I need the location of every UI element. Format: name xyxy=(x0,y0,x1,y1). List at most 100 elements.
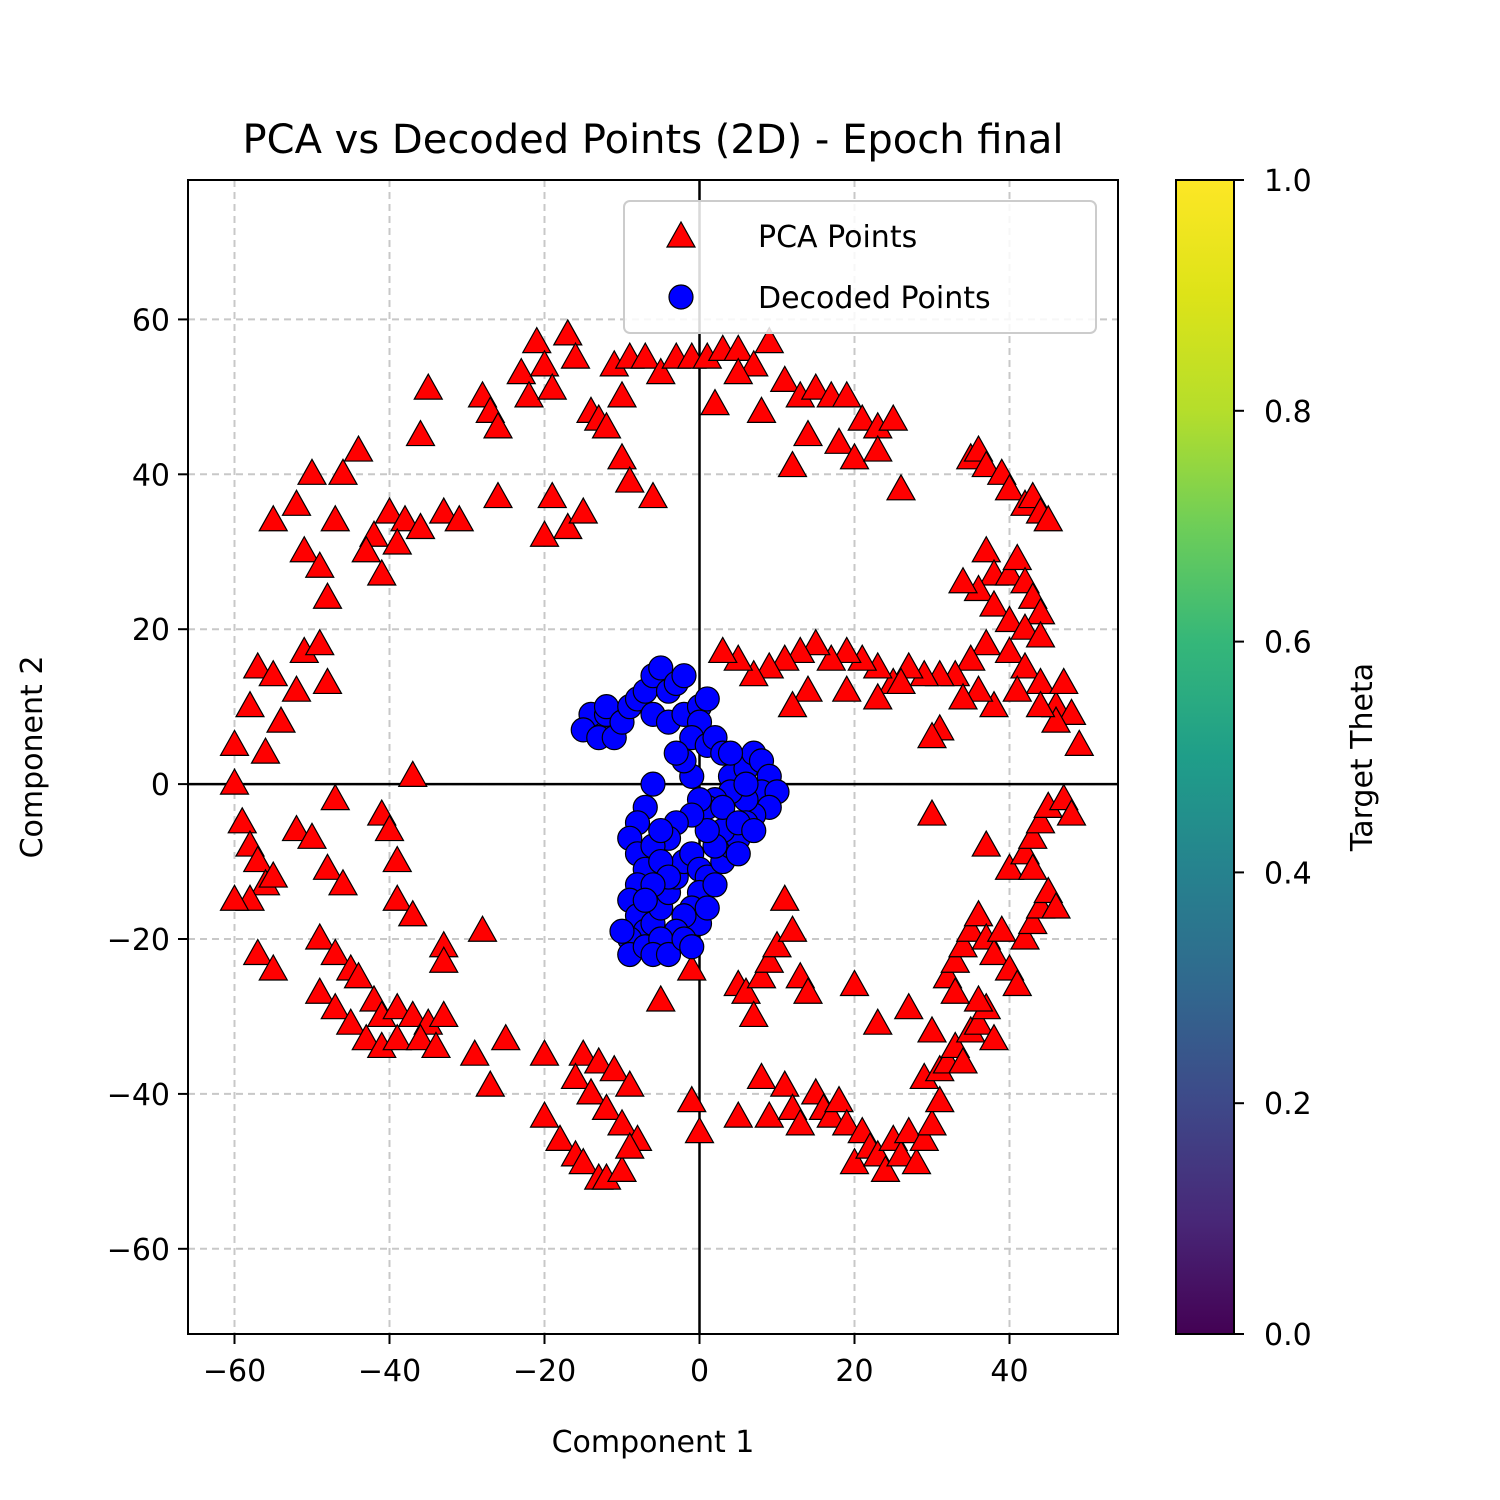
pca-point xyxy=(1002,674,1033,702)
pca-point xyxy=(978,938,1010,966)
pca-point xyxy=(792,976,824,1004)
colorbar-tick-label: 0.6 xyxy=(1264,626,1312,661)
pca-point xyxy=(374,496,405,524)
pca-point xyxy=(552,512,583,540)
colorbar-tick-label: 0.2 xyxy=(1264,1087,1312,1122)
decoded-point xyxy=(694,817,720,844)
pca-point xyxy=(940,976,971,1004)
pca-point xyxy=(529,1100,560,1128)
pca-point xyxy=(529,1038,560,1066)
pca-point xyxy=(1056,698,1087,726)
decoded-point xyxy=(741,817,767,844)
pca-point xyxy=(862,1007,893,1035)
y-tick-label: 40 xyxy=(132,458,170,493)
legend-decoded-marker xyxy=(668,284,694,310)
pca-point xyxy=(839,1147,870,1175)
pca-point xyxy=(1025,806,1056,834)
y-tick-label: 60 xyxy=(132,303,170,338)
pca-point xyxy=(351,535,382,563)
decoded-point xyxy=(640,771,666,797)
decoded-point xyxy=(671,663,697,689)
pca-point xyxy=(978,1023,1010,1051)
legend-pca-marker xyxy=(665,220,697,248)
y-axis-label: Component 2 xyxy=(15,656,50,859)
decoded-point xyxy=(725,841,751,867)
pca-point xyxy=(1017,907,1048,935)
pca-point xyxy=(823,427,855,454)
pca-point xyxy=(327,458,359,485)
pca-point xyxy=(242,651,273,679)
pca-point xyxy=(637,481,669,509)
pca-point xyxy=(723,357,754,385)
pca-point xyxy=(994,558,1025,586)
pca-point xyxy=(699,388,731,416)
colorbar-tick-label: 0.4 xyxy=(1264,856,1312,891)
colorbar-label: Target Theta xyxy=(1345,663,1380,852)
pca-point xyxy=(940,946,971,973)
pca-point xyxy=(397,1000,428,1028)
pca-point xyxy=(614,1131,645,1159)
pca-point xyxy=(552,318,583,346)
pca-point xyxy=(1017,822,1048,849)
pca-point xyxy=(800,372,831,400)
y-axis-ticks: −60 −40 −20 0 20 40 60 xyxy=(107,303,188,1268)
pca-point xyxy=(862,682,893,710)
pca-point xyxy=(591,411,622,439)
pca-point xyxy=(955,643,986,671)
pca-point xyxy=(537,481,568,509)
pca-point xyxy=(327,868,359,896)
pca-point xyxy=(544,1124,576,1151)
pca-point xyxy=(537,372,568,400)
pca-point xyxy=(994,605,1025,633)
pca-point xyxy=(1033,504,1064,532)
pca-point xyxy=(382,992,413,1020)
pca-point xyxy=(839,969,870,997)
pca-point xyxy=(831,636,862,664)
pca-point xyxy=(467,915,498,942)
pca-point xyxy=(816,643,847,671)
grid xyxy=(188,180,1118,1334)
pca-point xyxy=(335,1007,366,1035)
x-axis-ticks: −60 −40 −20 0 20 40 xyxy=(203,1334,1029,1389)
decoded-point xyxy=(717,740,744,766)
x-tick-label: −60 xyxy=(203,1354,266,1389)
decoded-point xyxy=(733,771,759,797)
pca-point xyxy=(986,915,1017,942)
decoded-point xyxy=(702,872,728,898)
pca-point xyxy=(916,1108,948,1136)
pca-point xyxy=(1025,690,1056,718)
pca-point xyxy=(785,1108,816,1136)
pca-point xyxy=(382,1023,413,1051)
decoded-point xyxy=(648,817,674,844)
pca-point xyxy=(366,558,397,586)
pca-point xyxy=(529,349,560,377)
pca-point xyxy=(1002,969,1033,997)
pca-point xyxy=(746,961,777,989)
pca-point xyxy=(839,442,870,470)
pca-point xyxy=(978,589,1010,617)
pca-point xyxy=(320,504,351,532)
pca-point xyxy=(738,1000,769,1028)
decoded-point xyxy=(663,740,689,766)
pca-point xyxy=(296,458,328,485)
pca-point xyxy=(971,535,1002,563)
pca-point xyxy=(281,814,312,842)
pca-point xyxy=(893,1116,924,1144)
pca-point xyxy=(963,984,994,1012)
pca-point xyxy=(676,1085,707,1113)
pca-point xyxy=(1040,891,1072,919)
pca-point xyxy=(885,473,917,501)
pca-point xyxy=(312,582,343,609)
pca-point xyxy=(428,946,459,973)
pca-point xyxy=(583,1046,614,1074)
pca-point xyxy=(862,434,893,462)
pca-point xyxy=(909,1124,940,1151)
pca-point xyxy=(916,798,948,826)
pca-point xyxy=(506,357,537,385)
y-tick-label: −20 xyxy=(107,923,170,958)
pca-point xyxy=(971,450,1002,478)
pca-point xyxy=(382,527,413,555)
decoded-point xyxy=(694,895,720,921)
pca-point xyxy=(1064,729,1095,756)
